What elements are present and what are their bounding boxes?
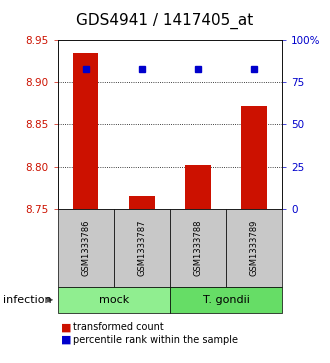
Text: GDS4941 / 1417405_at: GDS4941 / 1417405_at [76,13,254,29]
Text: GSM1333788: GSM1333788 [193,220,203,276]
Text: GSM1333787: GSM1333787 [137,220,147,276]
Bar [73,53,98,209]
Bar [185,165,211,209]
Bar [129,196,154,209]
Text: mock: mock [99,295,129,305]
Text: T. gondii: T. gondii [203,295,249,305]
Bar [242,106,267,209]
Text: ■: ■ [61,322,72,333]
Text: GSM1333786: GSM1333786 [81,220,90,276]
Text: ■: ■ [61,335,72,345]
Text: infection: infection [3,295,52,305]
Text: percentile rank within the sample: percentile rank within the sample [73,335,238,345]
Text: GSM1333789: GSM1333789 [249,220,259,276]
Text: transformed count: transformed count [73,322,163,333]
